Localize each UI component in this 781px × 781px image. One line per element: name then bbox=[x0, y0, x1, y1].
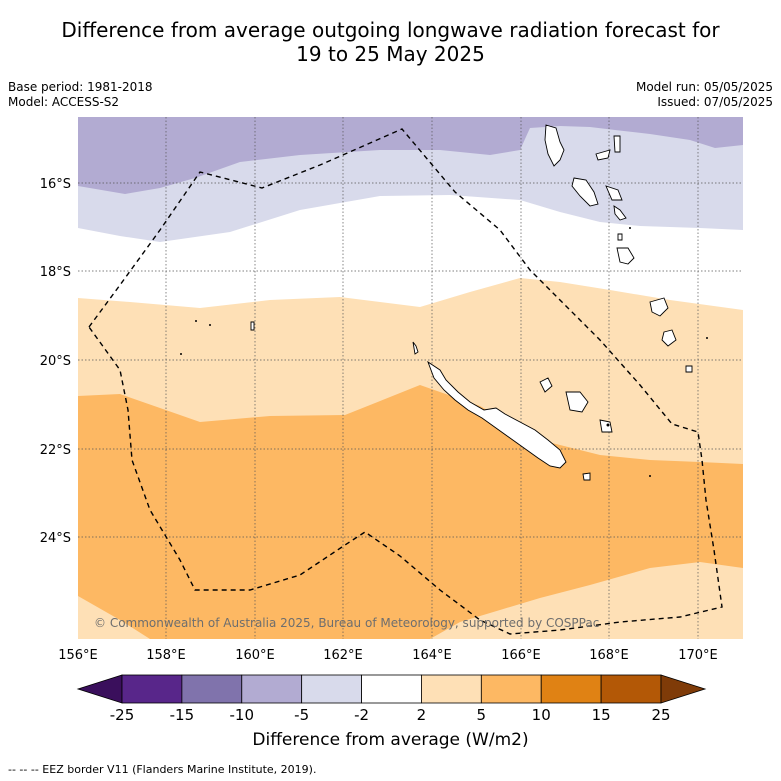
model-run: Model run: 05/05/2025 bbox=[635, 80, 773, 94]
band-5-10 bbox=[78, 385, 743, 639]
lon-tick-160: 160°E bbox=[235, 648, 275, 663]
colorbar-segment bbox=[121, 674, 183, 704]
band-minus10-minus5 bbox=[78, 117, 743, 194]
new-caledonia-island bbox=[427, 360, 567, 469]
base-period: Base period: 1981-2018 bbox=[8, 80, 153, 94]
colorbar-segment bbox=[480, 674, 542, 704]
colorbar-segment bbox=[540, 674, 602, 704]
isle-of-pines bbox=[582, 472, 591, 481]
lat-tick-22: 22°S bbox=[40, 443, 71, 458]
colorbar-segment bbox=[181, 674, 243, 704]
lon-axis: 156°E 158°E 160°E 162°E 164°E 166°E 168°… bbox=[58, 648, 718, 663]
lon-tick-156: 156°E bbox=[58, 648, 98, 663]
lon-tick-158: 158°E bbox=[146, 648, 186, 663]
lat-tick-24: 24°S bbox=[40, 531, 71, 546]
lon-tick-166: 166°E bbox=[501, 648, 541, 663]
lat-axis: 16°S 18°S 20°S 22°S 24°S bbox=[40, 177, 71, 546]
colorbar: -25 -15 -10 -5 -2 2 5 10 15 25 bbox=[76, 674, 707, 724]
eez-border bbox=[88, 128, 723, 635]
lat-tick-20: 20°S bbox=[40, 354, 71, 369]
colorbar-tick-label: -10 bbox=[230, 706, 255, 724]
colorbar-tick-label: 10 bbox=[532, 706, 551, 724]
issued-date: Issued: 07/05/2025 bbox=[657, 95, 773, 109]
colorbar-label: Difference from average (W/m2) bbox=[252, 730, 529, 750]
fiji-southwest bbox=[649, 297, 693, 373]
copyright-text: © Commonwealth of Australia 2025, Bureau… bbox=[94, 616, 599, 630]
erromango-tanna bbox=[616, 233, 635, 265]
colorbar-extend-high bbox=[660, 674, 707, 704]
map-panel: © Commonwealth of Australia 2025, Bureau… bbox=[78, 117, 743, 639]
efate-area bbox=[605, 185, 627, 221]
lat-tick-16: 16°S bbox=[40, 177, 71, 192]
small-islet-west bbox=[250, 321, 255, 331]
colorbar-segment bbox=[241, 674, 303, 704]
lat-tick-18: 18°S bbox=[40, 265, 71, 280]
loyalty-islands bbox=[539, 377, 613, 433]
colorbar-tick-label: -15 bbox=[170, 706, 195, 724]
title-line-2: 19 to 25 May 2025 bbox=[296, 42, 485, 66]
lon-tick-164: 164°E bbox=[412, 648, 452, 663]
vanuatu-islands-north bbox=[595, 135, 621, 161]
colorbar-segment bbox=[600, 674, 662, 704]
lon-tick-170: 170°E bbox=[678, 648, 718, 663]
colorbar-tick-label: 2 bbox=[417, 706, 427, 724]
footer-legend: -- -- -- EEZ border V11 (Flanders Marine… bbox=[8, 763, 317, 776]
colorbar-tick-label: -2 bbox=[354, 706, 369, 724]
meta-right: Model run: 05/05/2025 Issued: 07/05/2025 bbox=[636, 80, 773, 110]
colorbar-tick-label: 5 bbox=[477, 706, 487, 724]
meta-left: Base period: 1981-2018 Model: ACCESS-S2 bbox=[8, 80, 153, 110]
colorbar-segment bbox=[421, 674, 482, 704]
tiny-islets bbox=[180, 227, 708, 477]
model-name: Model: ACCESS-S2 bbox=[8, 95, 120, 109]
colorbar-extend-low bbox=[76, 674, 123, 704]
malekula bbox=[571, 177, 599, 207]
map-title: Difference from average outgoing longwav… bbox=[0, 18, 781, 66]
espiritu-santo bbox=[544, 124, 565, 167]
colorbar-segment bbox=[361, 674, 422, 704]
belep-islands bbox=[412, 341, 419, 355]
lon-tick-162: 162°E bbox=[323, 648, 363, 663]
graticule bbox=[78, 117, 743, 639]
lon-tick-168: 168°E bbox=[589, 648, 629, 663]
colorbar-tick-label: -5 bbox=[294, 706, 309, 724]
title-line-1: Difference from average outgoing longwav… bbox=[61, 18, 720, 42]
coastlines bbox=[250, 124, 693, 481]
colorbar-tick-label: 25 bbox=[651, 706, 670, 724]
colorbar-tick-label: -25 bbox=[110, 706, 135, 724]
colorbar-tick-label: 15 bbox=[592, 706, 611, 724]
colorbar-segment bbox=[301, 674, 362, 704]
